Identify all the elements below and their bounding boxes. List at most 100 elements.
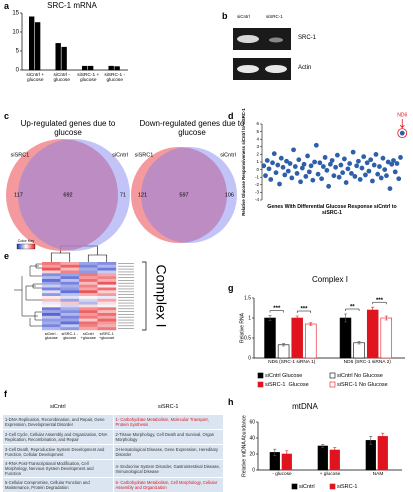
venn-label: siCntrl bbox=[112, 152, 128, 158]
point bbox=[289, 175, 295, 181]
panel-letter: c bbox=[4, 111, 10, 121]
heatmap-cell bbox=[60, 262, 80, 266]
heatmap-cell bbox=[60, 315, 80, 319]
heatmap-cell bbox=[79, 284, 98, 288]
panel-letter: f bbox=[4, 389, 7, 399]
heatmap-cell bbox=[79, 310, 98, 314]
y-tick-label: 0.5 bbox=[244, 335, 251, 341]
heatmap-cell bbox=[42, 284, 61, 288]
significance-bracket bbox=[269, 310, 284, 313]
heatmap-cell bbox=[60, 281, 80, 285]
annotation-arrow bbox=[399, 119, 405, 129]
heatmap-cell bbox=[42, 313, 61, 317]
y-tick-label: -3 bbox=[255, 190, 259, 195]
point bbox=[382, 167, 388, 173]
point bbox=[264, 158, 270, 163]
error-bar bbox=[268, 315, 272, 321]
bar bbox=[380, 317, 393, 359]
point bbox=[322, 155, 328, 160]
point bbox=[352, 174, 358, 179]
lane-label: siSRC-1 bbox=[266, 14, 283, 19]
error-bar bbox=[333, 447, 337, 453]
heatmap-cell bbox=[60, 321, 80, 325]
point bbox=[396, 176, 402, 182]
heatmap-cell bbox=[97, 293, 117, 297]
heatmap-cell bbox=[97, 304, 117, 308]
y-axis-label: Relative mtDNA Abundance bbox=[241, 415, 247, 477]
heatmap-cell bbox=[60, 304, 80, 308]
heatmap-cell bbox=[79, 301, 98, 305]
band bbox=[269, 37, 283, 43]
point bbox=[271, 151, 277, 157]
y-tick-label: 10 bbox=[12, 30, 19, 36]
table-cell: 5- Carbohydrate Metabolism, Cell Morphol… bbox=[112, 477, 224, 492]
y-tick-label: 0 bbox=[252, 467, 255, 473]
point bbox=[277, 181, 282, 187]
venn-title: Down-regulated genes due to glucose bbox=[139, 119, 245, 137]
bar bbox=[353, 342, 365, 359]
heatmap-cell bbox=[42, 298, 61, 302]
heatmap-cell bbox=[97, 279, 117, 283]
heatmap-cell bbox=[79, 313, 98, 317]
point bbox=[370, 178, 375, 184]
error-bar bbox=[282, 343, 286, 347]
heatmap-cell bbox=[60, 279, 80, 283]
heatmap-cell bbox=[42, 301, 61, 305]
point bbox=[338, 162, 344, 168]
heatmap-cell bbox=[60, 270, 80, 274]
point bbox=[292, 164, 298, 169]
significance-label: *** bbox=[300, 307, 308, 313]
lane-label: siCntrl bbox=[237, 14, 250, 19]
color-key bbox=[16, 243, 36, 250]
heatmap-cell bbox=[60, 301, 80, 305]
heatmap-cell bbox=[79, 273, 98, 277]
heatmap-cell bbox=[97, 307, 117, 311]
y-tick-label: 4 bbox=[256, 136, 259, 141]
venn-circle bbox=[141, 147, 237, 243]
x-tick-label: NAM bbox=[372, 472, 384, 477]
y-tick-label: -4 bbox=[255, 197, 259, 202]
heatmap-cell bbox=[42, 293, 61, 297]
point bbox=[361, 154, 367, 160]
heatmap-cell bbox=[97, 324, 117, 328]
chart-title: SRC-1 mRNA bbox=[47, 1, 97, 10]
point bbox=[270, 160, 275, 166]
table-header: siSRC-1 bbox=[158, 404, 179, 410]
heatmap-cell bbox=[97, 310, 117, 314]
panel-letter: a bbox=[4, 1, 10, 11]
column-label: siSRC-1 -glucose bbox=[61, 332, 78, 341]
heatmap-cell bbox=[79, 287, 98, 291]
heatmap-cell bbox=[42, 287, 61, 291]
venn-count: 121 bbox=[138, 192, 147, 198]
x-axis-label: Genes With Differential Glucose Response… bbox=[267, 204, 397, 216]
heatmap-cell bbox=[60, 276, 80, 280]
heatmap-cell bbox=[97, 318, 117, 322]
panel-letter: e bbox=[4, 251, 10, 261]
panel-letter: d bbox=[228, 111, 234, 121]
heatmap-cell bbox=[79, 279, 98, 283]
x-tick-label: siSRC-1 + glucose bbox=[77, 73, 100, 84]
point bbox=[315, 171, 321, 177]
heatmap-cell bbox=[79, 318, 98, 322]
bar bbox=[277, 344, 290, 359]
x-tick-label: siSRC-1 - glucose bbox=[104, 73, 126, 84]
point bbox=[312, 159, 317, 165]
y-axis-label: Relative Glucose Responsiveness siCntrl … bbox=[241, 108, 246, 216]
point bbox=[341, 156, 347, 162]
table-cell: 2-Cell Cycle, Cellular Assembly and Orga… bbox=[2, 429, 114, 445]
heatmap-cell bbox=[42, 273, 61, 277]
error-bar bbox=[357, 341, 361, 345]
heatmap-cell bbox=[97, 284, 117, 288]
point bbox=[349, 171, 354, 176]
bar bbox=[291, 317, 303, 359]
heatmap-cell bbox=[60, 298, 80, 302]
heatmap-cell bbox=[97, 313, 117, 317]
y-tick-label: 1 bbox=[256, 159, 259, 164]
bracket bbox=[142, 261, 147, 331]
significance-bracket bbox=[345, 308, 360, 311]
heatmap-cell bbox=[79, 307, 98, 311]
bar bbox=[114, 66, 120, 71]
bar bbox=[108, 65, 114, 71]
heatmap-cell bbox=[97, 262, 117, 266]
bar bbox=[87, 65, 94, 71]
